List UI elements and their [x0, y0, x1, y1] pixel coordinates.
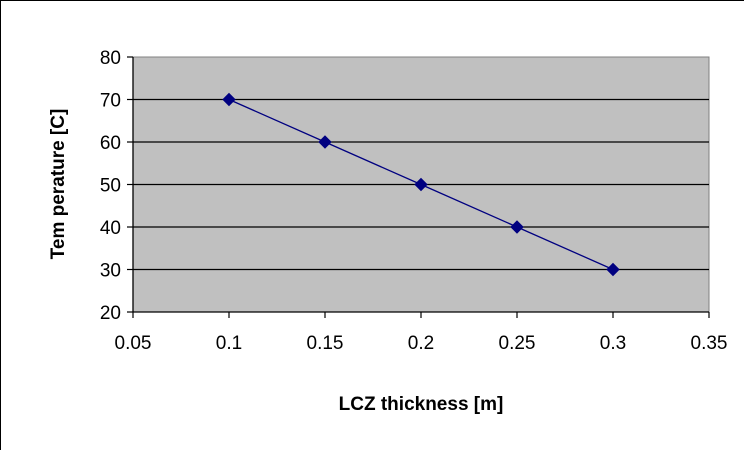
data-point-marker — [222, 92, 236, 107]
y-tick-label: 60 — [100, 133, 121, 154]
y-tick-label: 30 — [100, 261, 121, 282]
x-tick-label: 0.15 — [307, 333, 344, 354]
data-point-marker — [606, 262, 620, 277]
y-axis-title: Tem perature [C] — [48, 109, 69, 260]
x-axis-title: LCZ thickness [m] — [339, 394, 504, 415]
x-tick-label: 0.25 — [499, 333, 536, 354]
data-point-marker — [414, 177, 428, 192]
y-tick-label: 40 — [100, 218, 121, 239]
y-tick-label: 50 — [100, 176, 121, 197]
x-tick-label: 0.1 — [216, 333, 242, 354]
data-point-marker — [510, 220, 524, 234]
data-point-marker — [318, 135, 332, 149]
y-tick-label: 20 — [100, 303, 121, 324]
x-tick-label: 0.05 — [115, 333, 152, 354]
data-series — [222, 92, 620, 277]
x-tick-label: 0.35 — [691, 333, 728, 354]
x-tick-label: 0.3 — [600, 333, 626, 354]
y-tick-label: 80 — [100, 48, 121, 69]
axes — [127, 56, 710, 318]
tick-labels: 20 30 40 50 60 70 80 0.05 0.1 0.15 0.2 0.25 0.3 0.35 — [100, 48, 728, 354]
y-tick-label: 70 — [100, 91, 121, 112]
x-tick-label: 0.2 — [408, 333, 434, 354]
